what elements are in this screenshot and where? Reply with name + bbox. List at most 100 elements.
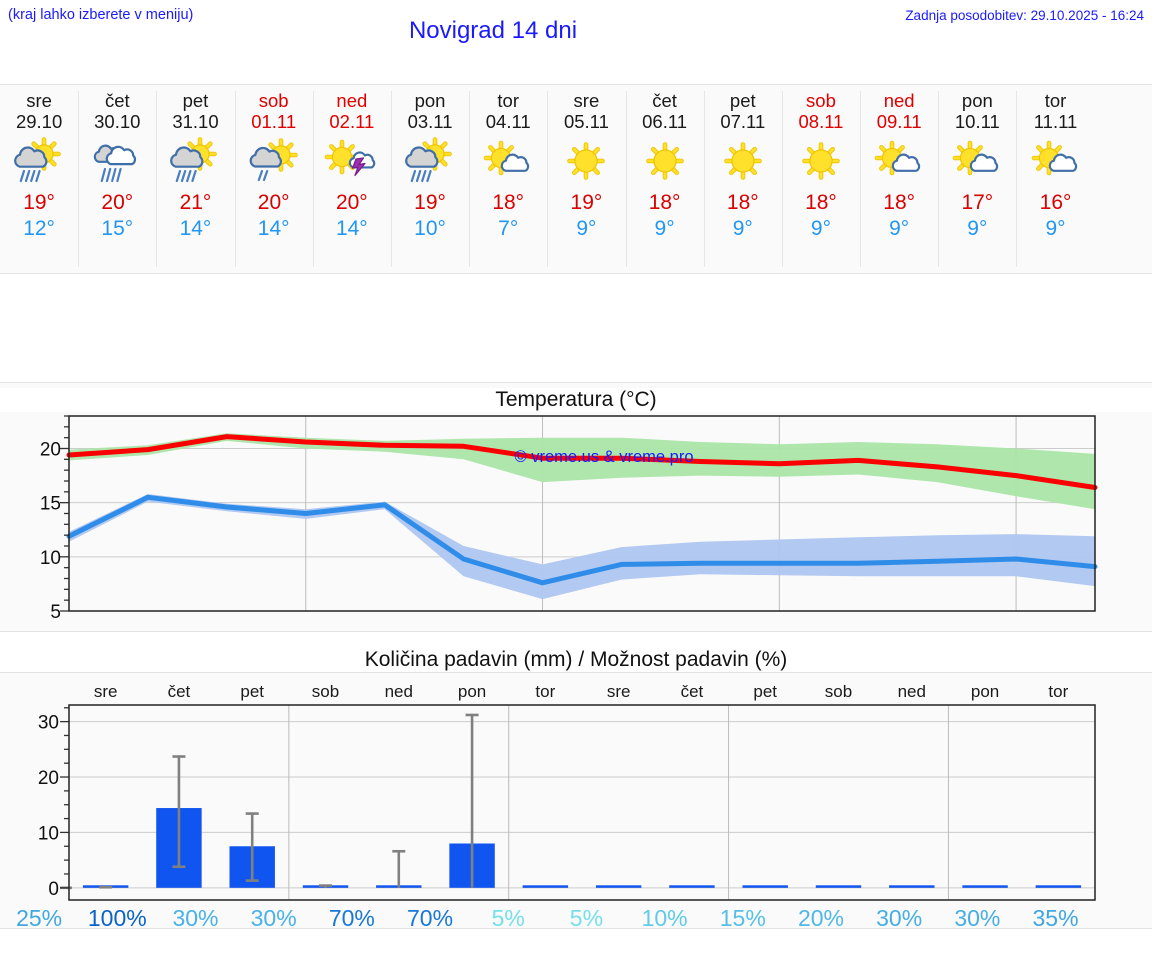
day-column[interactable]: čet 06.11 18° 9° [625, 85, 704, 273]
bar-day-label: ned [898, 682, 926, 701]
precipitation-probability: 70% [407, 905, 454, 931]
bar-day-label: ned [385, 682, 413, 701]
day-of-week-label: čet [652, 90, 677, 111]
precipitation-probability: 30% [250, 905, 297, 931]
sun-icon [629, 136, 701, 188]
min-temperature: 7° [498, 217, 519, 240]
bar-day-label: sre [94, 682, 118, 701]
day-column[interactable]: sob 08.11 18° 9° [781, 85, 860, 273]
min-temperature: 12° [23, 217, 55, 240]
precipitation-probability: 5% [569, 905, 604, 931]
day-column[interactable]: pet 31.10 21° 14° [156, 85, 234, 273]
bar-day-label: pon [971, 682, 999, 701]
day-column[interactable]: ned 02.11 20° 14° [312, 85, 391, 273]
precipitation-bar [962, 885, 1008, 888]
temperature-line [66, 494, 1098, 586]
max-temperature: 18° [883, 191, 916, 214]
day-date-label: 05.11 [563, 111, 609, 132]
max-temperature: 19° [414, 191, 446, 214]
bar-day-label: pon [458, 682, 486, 701]
day-date-label: 02.11 [329, 111, 375, 132]
plot-border [68, 415, 1096, 612]
sun-cloud-icon [941, 136, 1013, 188]
min-temperature: 9° [967, 217, 988, 240]
precipitation-probability: 70% [328, 905, 375, 931]
precipitation-chart: sre čet pet sob ned pon tor sre čet pet sob ned pon t… [38, 682, 1096, 901]
max-temperature: 19° [570, 191, 603, 214]
precipitation-bar [669, 885, 715, 888]
precipitation-probability: 100% [87, 905, 147, 931]
bar-day-label: sob [825, 682, 852, 701]
max-temperature: 21° [179, 191, 212, 214]
y-axis-tick-label: 10 [40, 548, 61, 569]
sun-cloud-rain-icon [394, 136, 466, 188]
day-column[interactable]: sob 01.11 20° 14° [234, 85, 313, 273]
sun-cloud-icon [472, 136, 544, 188]
max-temperature: 18° [648, 191, 681, 214]
bar-day-label: čet [681, 682, 704, 701]
bar-day-label: sob [312, 682, 339, 701]
precipitation-chart-title: Količina padavin (mm) / Možnost padavin … [0, 648, 1152, 672]
min-temperature: 9° [576, 217, 597, 240]
day-column[interactable]: pon 03.11 19° 10° [390, 85, 469, 273]
day-column[interactable]: pon 10.11 17° 9° [938, 85, 1016, 273]
max-temperature: 20° [101, 191, 134, 214]
day-of-week-label: pet [182, 90, 209, 111]
precipitation-probability: 10% [641, 905, 688, 931]
min-temperature: 14° [179, 217, 212, 240]
max-temperature: 18° [805, 191, 837, 214]
bar-day-label: tor [1048, 682, 1068, 701]
sun-icon [785, 136, 857, 188]
precipitation-bar [889, 885, 935, 888]
day-of-week-label: tor [497, 90, 520, 111]
precipitation-probability: 15% [719, 905, 766, 931]
sun-icon [707, 136, 779, 188]
sun-cloud-rain-icon [3, 136, 75, 188]
sun-cloud-icon [863, 136, 935, 188]
precipitation-bar [595, 885, 642, 888]
plot-border [68, 704, 1096, 901]
day-date-label: 09.11 [876, 111, 922, 132]
max-temperature: 20° [335, 191, 368, 214]
day-column[interactable]: sre 29.10 19° 12° [0, 85, 78, 273]
day-of-week-label: sre [26, 90, 52, 111]
y-axis-tick-label: 10 [38, 823, 59, 844]
min-temperature: 9° [810, 217, 831, 240]
watermark-text: © vreme.us & vreme.pro [514, 448, 693, 466]
y-axis-tick-label: 0 [48, 879, 59, 900]
day-of-week-label: pon [961, 90, 993, 111]
last-updated-text: Zadnja posodobitev: 29.10.2025 - 16:24 [905, 8, 1144, 23]
bar-day-label: čet [168, 682, 191, 701]
sun-cloud-icon [1020, 136, 1092, 188]
day-column[interactable]: tor 04.11 18° 7° [469, 85, 547, 273]
day-date-label: 01.11 [251, 111, 297, 132]
cloud-rain-icon [81, 136, 153, 188]
y-axis-tick-label: 15 [40, 494, 61, 515]
precipitation-probability: 30% [954, 905, 1001, 931]
day-date-label: 10.11 [954, 111, 1000, 132]
day-column[interactable]: ned 09.11 18° 9° [860, 85, 938, 273]
day-column[interactable]: čet 30.10 20° 15° [78, 85, 156, 273]
day-date-label: 30.10 [94, 111, 141, 132]
y-axis-tick-label: 20 [40, 440, 61, 461]
max-temperature: 17° [961, 191, 994, 214]
temperature-chart: 5 10 15 20 © vreme.us & vreme.pro [40, 415, 1098, 623]
menu-hint-text: (kraj lahko izberete v meniju) [8, 7, 194, 23]
y-axis-tick-label: 20 [38, 768, 59, 789]
day-of-week-label: sre [573, 90, 600, 111]
precipitation-probability: 20% [797, 905, 844, 931]
bar-day-label: pet [753, 682, 777, 701]
sun-cloud-rain-icon [159, 136, 231, 188]
sun-cloud-lightrain-icon [238, 136, 310, 188]
day-column[interactable]: tor 11.11 16° 9° [1016, 85, 1094, 273]
day-of-week-label: sob [806, 90, 836, 111]
min-temperature: 14° [257, 217, 290, 240]
day-column[interactable]: pet 07.11 18° 9° [703, 85, 782, 273]
day-column[interactable]: sre 05.11 19° 9° [547, 85, 625, 273]
page-title: Novigrad 14 dni [408, 17, 578, 44]
precipitation-bar [742, 885, 788, 888]
min-temperature: 15° [101, 217, 134, 240]
min-temperature: 14° [335, 217, 368, 240]
precipitation-bar [1035, 885, 1082, 888]
day-of-week-label: čet [104, 90, 130, 111]
